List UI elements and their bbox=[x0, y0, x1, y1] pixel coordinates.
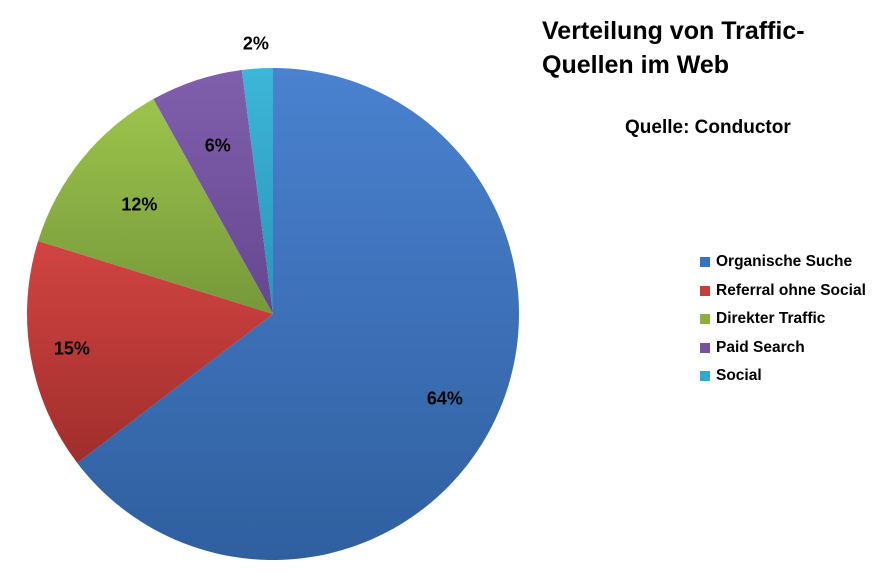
legend: Organische Suche Referral ohne Social Di… bbox=[700, 248, 866, 391]
legend-label: Referral ohne Social bbox=[716, 281, 866, 299]
legend-label: Organische Suche bbox=[716, 253, 853, 271]
chart-source: Quelle: Conductor bbox=[625, 117, 791, 138]
pie-slice-paid-search bbox=[153, 69, 273, 314]
legend-swatch bbox=[700, 342, 710, 353]
chart-title-line-1: Verteilung von Traffic- bbox=[542, 17, 805, 45]
legend-item-social: Social bbox=[700, 362, 866, 391]
legend-swatch bbox=[700, 285, 710, 296]
legend-swatch bbox=[700, 371, 710, 382]
legend-swatch bbox=[700, 257, 710, 268]
pie-slice-direct-traffic bbox=[38, 99, 273, 314]
chart-title-line-2: Quellen im Web bbox=[542, 51, 730, 79]
pie-slice-referral bbox=[26, 240, 274, 463]
data-label-direct-traffic: 12% bbox=[121, 194, 158, 215]
data-label-social: 2% bbox=[242, 33, 269, 54]
legend-item-direct-traffic: Direkter Traffic bbox=[700, 305, 866, 334]
pie-slice-organic-search bbox=[77, 68, 519, 560]
legend-label: Social bbox=[716, 367, 762, 385]
legend-item-referral: Referral ohne Social bbox=[700, 277, 866, 306]
legend-label: Paid Search bbox=[716, 338, 805, 356]
data-label-referral: 15% bbox=[53, 338, 90, 359]
legend-item-paid-search: Paid Search bbox=[700, 334, 866, 363]
chart-title: Verteilung von Traffic- Quellen im Web bbox=[542, 14, 805, 82]
data-label-organic-search: 64% bbox=[426, 388, 463, 409]
legend-item-organic-search: Organische Suche bbox=[700, 248, 866, 277]
legend-label: Direkter Traffic bbox=[716, 310, 826, 328]
pie-slice-social bbox=[241, 68, 273, 314]
legend-swatch bbox=[700, 314, 710, 325]
data-label-paid-search: 6% bbox=[204, 135, 231, 156]
